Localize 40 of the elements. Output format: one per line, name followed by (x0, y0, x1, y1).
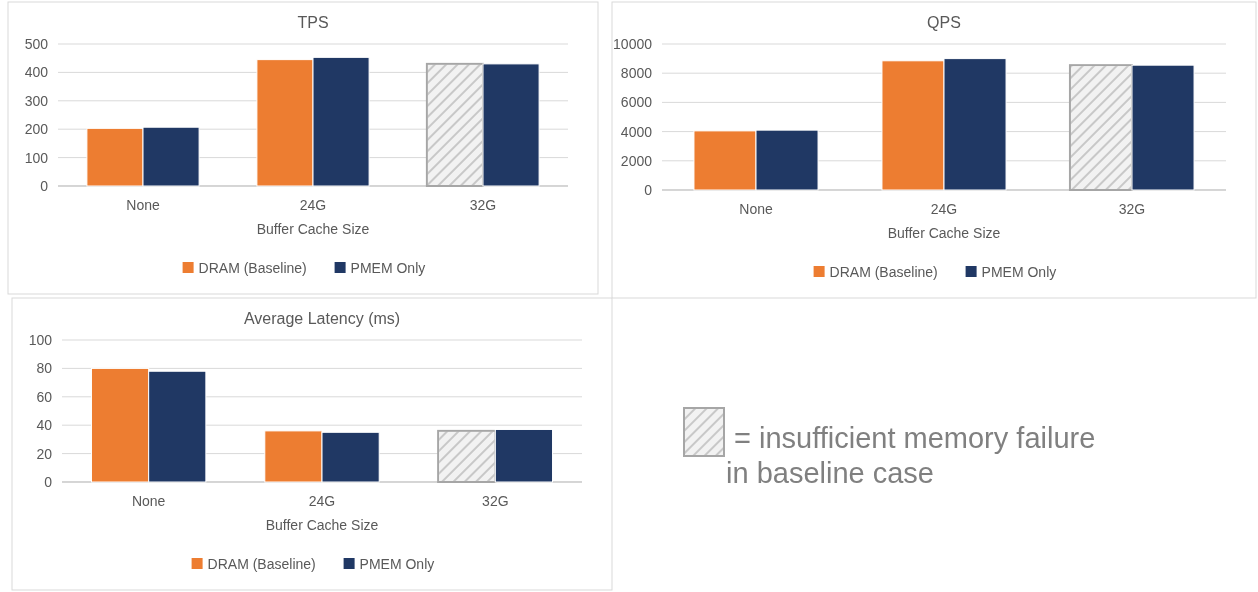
legend-label: PMEM Only (981, 263, 1057, 280)
x-axis-title: Buffer Cache Size (265, 517, 379, 533)
y-tick-label: 100 (28, 331, 53, 348)
x-tick-label: None (739, 201, 773, 217)
legend-label: DRAM (Baseline) (198, 259, 307, 276)
text: = insufficient memory failure in baseline case (726, 422, 1096, 489)
x-tick-label: None (131, 493, 166, 509)
chart-title: Average Latency (ms) (243, 310, 401, 327)
x-tick-label: 24G (299, 197, 327, 213)
y-tick-label: 80 (36, 360, 53, 377)
y-tick-label: 200 (24, 121, 49, 138)
x-tick-label: 32G (469, 197, 497, 213)
x-tick-label: 24G (930, 201, 958, 217)
y-tick-label: 100 (24, 149, 49, 166)
y-tick-label: 0 (40, 177, 49, 194)
legend-label: DRAM (Baseline) (829, 263, 938, 280)
y-tick-label: 8000 (620, 65, 653, 82)
x-tick-label: 32G (482, 493, 509, 509)
legend-label: PMEM Only (350, 259, 426, 276)
x-tick-label: 24G (308, 493, 336, 509)
legend-label: PMEM Only (359, 555, 435, 572)
chart-title: QPS (927, 14, 961, 31)
y-tick-label: 6000 (620, 94, 653, 111)
y-tick-label: 500 (24, 35, 49, 52)
legend-label: DRAM (Baseline) (207, 555, 316, 572)
y-tick-label: 4000 (620, 123, 653, 140)
y-tick-label: 400 (24, 64, 49, 81)
y-tick-label: 10000 (613, 35, 653, 52)
y-tick-label: 0 (44, 473, 53, 490)
x-axis-title: Buffer Cache Size (887, 225, 1001, 241)
y-tick-label: 300 (24, 92, 49, 109)
y-tick-label: 40 (36, 417, 53, 434)
x-axis-title: Buffer Cache Size (256, 221, 370, 237)
y-tick-label: 60 (36, 388, 53, 405)
x-tick-label: None (126, 197, 160, 213)
x-tick-label: 32G (1118, 201, 1146, 217)
y-tick-label: 20 (36, 445, 53, 462)
chart-title: TPS (297, 14, 329, 31)
y-tick-label: 2000 (620, 152, 653, 169)
y-tick-label: 0 (644, 181, 653, 198)
